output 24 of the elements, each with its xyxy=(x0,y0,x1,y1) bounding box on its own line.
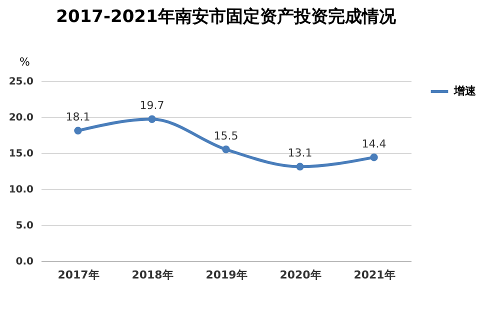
chart-title: 2017-2021年南安市固定资产投资完成情况 xyxy=(56,7,397,27)
point xyxy=(370,153,378,162)
y-tick-label: 15.0 xyxy=(8,148,34,160)
x-tick-label: 2021年 xyxy=(354,268,396,282)
point xyxy=(222,146,230,154)
point xyxy=(74,126,82,135)
point xyxy=(148,115,156,124)
x-tick-label: 2020年 xyxy=(280,268,322,282)
data-label: 13.1 xyxy=(288,146,312,160)
point xyxy=(296,162,304,171)
y-axis-title: % xyxy=(20,56,30,68)
y-tick-label: 5.0 xyxy=(16,220,34,232)
y-tick-label: 0.0 xyxy=(16,256,34,268)
data-label: 18.1 xyxy=(66,110,90,124)
y-tick-label: 10.0 xyxy=(8,184,34,196)
x-tick-label: 2019年 xyxy=(206,268,248,282)
y-tick-label: 25.0 xyxy=(8,76,34,88)
legend-label: 增速 xyxy=(453,84,477,98)
x-tick-label: 2018年 xyxy=(132,268,174,282)
data-label: 19.7 xyxy=(140,99,164,112)
x-tick-label: 2017年 xyxy=(58,268,100,282)
data-label: 15.5 xyxy=(214,129,238,142)
data-label: 14.4 xyxy=(362,137,386,150)
y-tick-label: 20.0 xyxy=(8,112,34,124)
